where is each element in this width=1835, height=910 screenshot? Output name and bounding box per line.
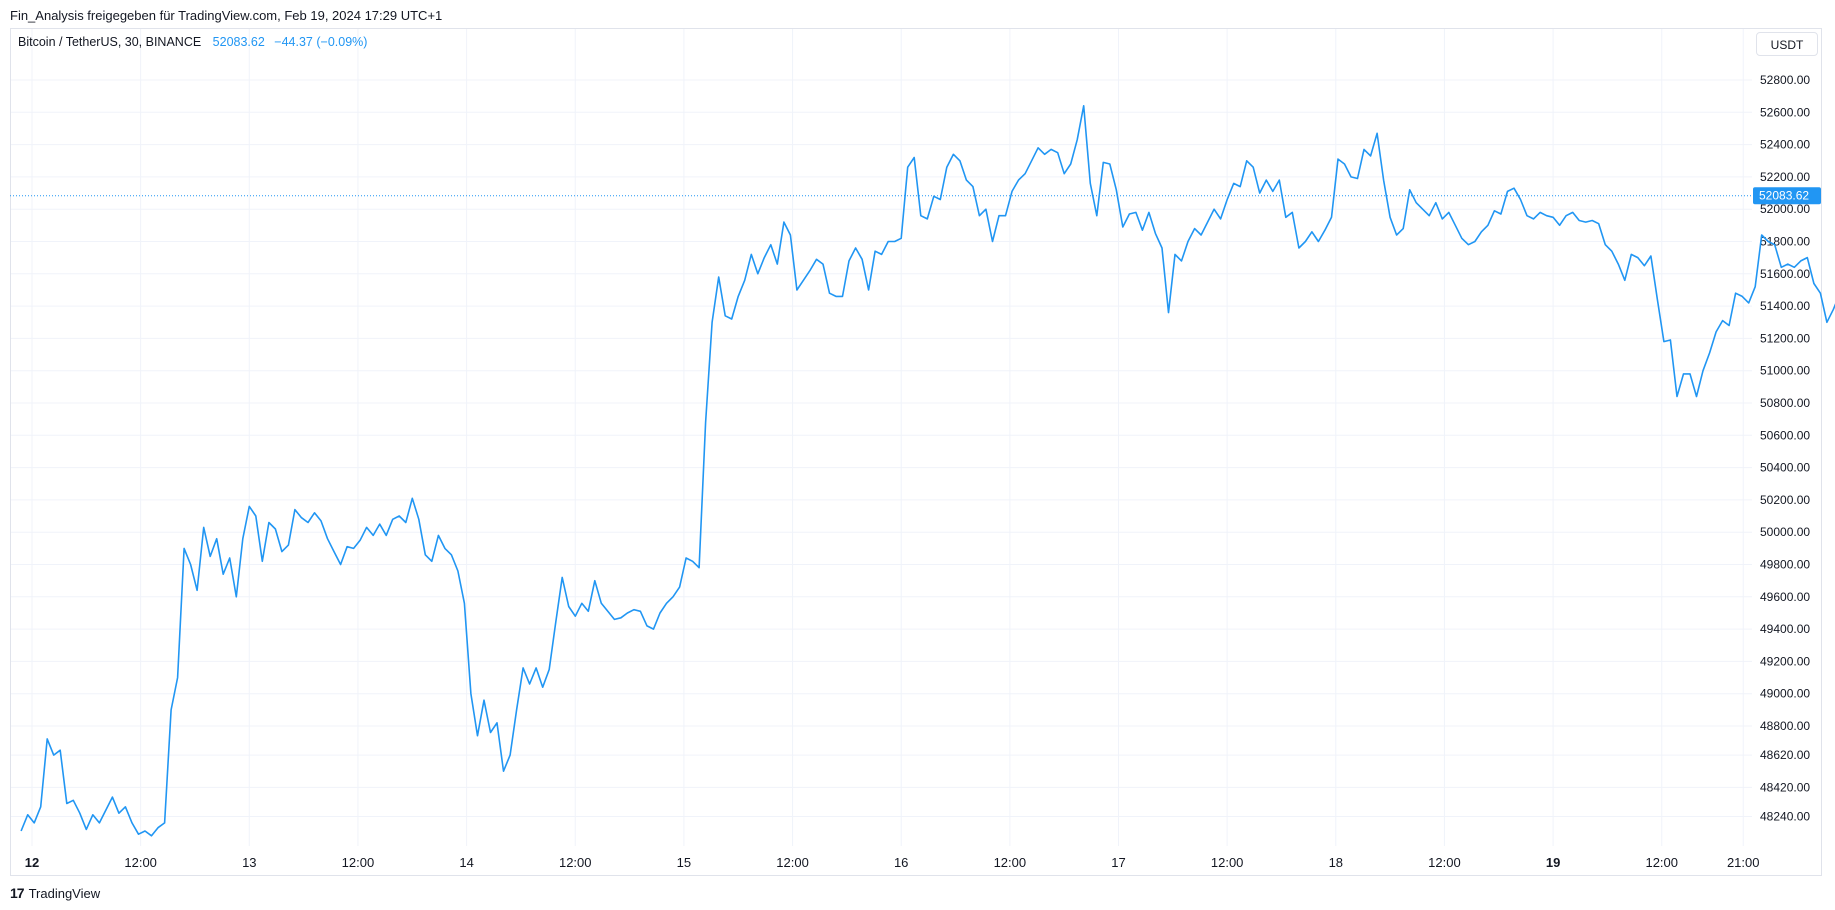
last-price-text: 52083.62 [1759,189,1809,203]
legend-change: −44.37 (−0.09%) [274,35,368,49]
y-tick-label: 51600.00 [1760,267,1810,281]
y-tick-label: 50200.00 [1760,493,1810,507]
x-tick-label: 18 [1329,855,1343,870]
x-tick-label: 17 [1111,855,1125,870]
y-tick-label: 51800.00 [1760,235,1810,249]
x-tick-label: 13 [242,855,256,870]
y-tick-label: 49600.00 [1760,590,1810,604]
y-tick-label: 48620.00 [1760,748,1810,762]
y-tick-label: 50000.00 [1760,525,1810,539]
y-tick-label: 52200.00 [1760,170,1810,184]
y-tick-label: 49400.00 [1760,622,1810,636]
price-axis: 52800.00 52600.00 52400.00 52200.00 52000.00… [1760,73,1810,823]
currency-selector[interactable]: USDT [1756,32,1818,56]
x-tick-label: 12:00 [1645,855,1678,870]
x-tick-label: 12 [25,855,39,870]
y-tick-label: 51400.00 [1760,299,1810,313]
y-tick-label: 49200.00 [1760,654,1810,668]
legend-last-value: 52083.62 [212,35,265,49]
y-tick-label: 52400.00 [1760,138,1810,152]
footer-brand[interactable]: 17 TradingView [10,885,100,901]
last-price-label: 52083.62 [1753,187,1821,205]
price-line [20,105,1835,837]
x-tick-label: 14 [459,855,473,870]
chart-frame [10,28,1822,876]
y-tick-label: 52000.00 [1760,202,1810,216]
x-tick-label: 12:00 [1428,855,1461,870]
x-tick-label: 21:00 [1727,855,1760,870]
published-info: Fin_Analysis freigegeben für TradingView… [10,8,443,23]
time-axis: 12 12:00 13 12:00 14 12:00 15 12:00 16 12:00 17 12:… [25,855,1760,870]
y-tick-label: 51200.00 [1760,331,1810,345]
x-tick-label: 16 [894,855,908,870]
y-tick-label: 50400.00 [1760,461,1810,475]
y-tick-label: 50600.00 [1760,428,1810,442]
x-tick-label: 12:00 [776,855,809,870]
x-tick-label: 19 [1546,855,1560,870]
brand-text: TradingView [28,885,101,901]
y-tick-label: 48240.00 [1760,809,1810,823]
y-tick-label: 50800.00 [1760,396,1810,410]
y-tick-label: 52800.00 [1760,73,1810,87]
y-tick-label: 48420.00 [1760,780,1810,794]
x-tick-label: 12:00 [342,855,375,870]
y-tick-label: 52600.00 [1760,105,1810,119]
x-tick-label: 12:00 [994,855,1027,870]
x-tick-label: 15 [677,855,691,870]
y-tick-label: 49800.00 [1760,558,1810,572]
x-tick-label: 12:00 [124,855,157,870]
chart-legend[interactable]: Bitcoin / TetherUS, 30, BINANCE 52083.62… [18,35,367,49]
x-tick-label: 12:00 [559,855,592,870]
y-tick-label: 49000.00 [1760,687,1810,701]
tradingview-logo-icon: 17 [10,885,25,901]
x-tick-label: 12:00 [1211,855,1244,870]
grid-lines [11,29,1752,846]
y-tick-label: 48800.00 [1760,719,1810,733]
symbol-title: Bitcoin / TetherUS, 30, BINANCE [18,35,202,49]
y-tick-label: 51000.00 [1760,364,1810,378]
